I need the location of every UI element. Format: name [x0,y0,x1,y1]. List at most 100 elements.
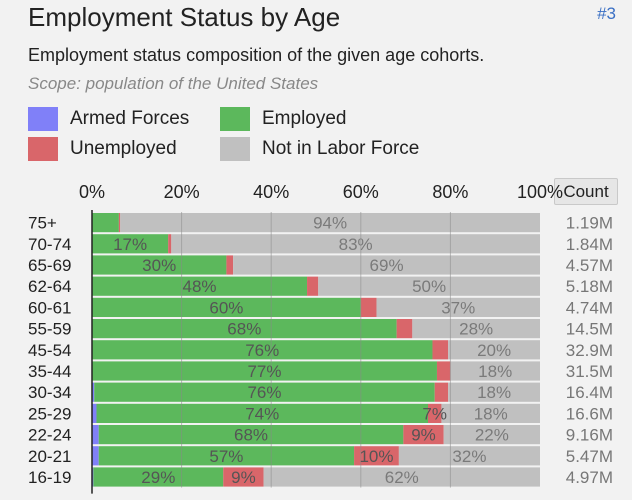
data-label-not-in-labor-force: 20% [477,341,511,360]
bar-segment-employed [92,297,361,317]
count-value: 4.74M [566,298,613,317]
category-label: 22-24 [28,426,71,445]
bar-segment-employed [92,255,227,275]
data-label-employed: 74% [245,404,279,423]
count-value: 32.9M [566,341,613,360]
bar-segment-not-in-labor-force [398,446,540,466]
bar-segment-unemployed [436,361,451,381]
bar-segment-not-in-labor-force [441,403,540,423]
legend-swatch-unemployed [28,137,58,161]
bar-segment-unemployed [168,234,172,254]
count-value: 9.16M [566,426,613,445]
data-label-not-in-labor-force: 62% [385,468,419,487]
legend-label-not-in-labor-force: Not in Labor Force [262,138,420,159]
count-value: 14.5M [566,320,613,339]
bar-segment-unemployed [307,276,319,296]
data-label-employed: 76% [245,341,279,360]
bar-segment-not-in-labor-force [443,425,540,445]
bar-segment-not-in-labor-force [233,255,540,275]
bar-segment-employed [92,361,437,381]
bar-segment-employed [92,234,169,254]
bar-segment-not-in-labor-force [318,276,540,296]
data-label-not-in-labor-force: 18% [474,404,508,423]
bar-segment-unemployed [226,255,234,275]
bar-segment-armed-forces [92,425,99,445]
bar-segment-unemployed [403,425,444,445]
legend-label-unemployed: Unemployed [70,138,177,159]
count-column-button[interactable]: Count [554,178,618,205]
data-label-not-in-labor-force: 37% [441,298,475,317]
data-label-employed: 60% [209,298,243,317]
data-label-not-in-labor-force: 22% [475,426,509,445]
bar-segment-not-in-labor-force [376,297,540,317]
bar-segment-not-in-labor-force [263,467,540,487]
chart-scope-note: Scope: population of the United States [28,74,319,93]
bar-segment-employed [92,213,119,233]
count-value: 5.18M [566,277,613,296]
count-value: 16.4M [566,383,613,402]
count-value: 31.5M [566,362,613,381]
bar-segment-employed [98,446,355,466]
bar-segment-not-in-labor-force [412,319,540,339]
data-label-employed: 77% [247,362,281,381]
x-tick-label: 20% [164,182,200,202]
bar-segment-employed [92,340,433,360]
count-value: 1.19M [566,214,613,233]
data-label-employed: 68% [234,426,268,445]
bar-segment-unemployed [396,319,413,339]
chart-subtitle: Employment status composition of the giv… [28,45,485,65]
bar-segment-not-in-labor-force [450,361,540,381]
x-tick-label: 60% [343,182,379,202]
legend-label-armed-forces: Armed Forces [70,108,190,129]
data-label-employed: 30% [142,256,176,275]
data-label-not-in-labor-force: 28% [459,320,493,339]
data-label-not-in-labor-force: 83% [339,235,373,254]
data-label-employed: 57% [209,447,243,466]
bar-segment-employed [93,467,224,487]
legend-swatch-armed-forces [28,107,58,131]
count-value: 5.47M [566,447,613,466]
data-label-not-in-labor-force: 94% [313,214,347,233]
data-label-unemployed: 9% [411,426,436,445]
x-tick-label: 100% [517,182,563,202]
data-label-employed: 17% [113,235,147,254]
data-label-employed: 29% [141,468,175,487]
data-label-employed: 68% [227,320,261,339]
legend-swatch-not-in-labor-force [220,137,250,161]
count-value: 16.6M [566,404,613,423]
bar-segment-unemployed [360,297,377,317]
x-tick-label: 0% [79,182,105,202]
count-value: 1.84M [566,235,613,254]
count-value: 4.97M [566,468,613,487]
bar-segment-employed [96,403,428,423]
bar-segment-unemployed [434,382,449,402]
category-label: 62-64 [28,277,71,296]
data-label-unemployed: 7% [422,404,447,423]
bar-segment-employed [98,425,404,445]
category-label: 55-59 [28,320,71,339]
bar-segment-not-in-labor-force [448,340,540,360]
data-label-employed: 48% [183,277,217,296]
data-label-unemployed: 10% [359,447,393,466]
x-tick-label: 80% [432,182,468,202]
data-label-not-in-labor-force: 50% [412,277,446,296]
legend-label-employed: Employed [262,108,347,129]
category-label: 20-21 [28,447,71,466]
category-label: 70-74 [28,235,71,254]
category-label: 25-29 [28,404,71,423]
bar-segment-not-in-labor-force [120,213,540,233]
category-label: 30-34 [28,383,71,402]
bar-segment-unemployed [118,213,121,233]
bar-segment-unemployed [428,403,442,423]
bar-segment-not-in-labor-force [171,234,540,254]
reference-link[interactable]: #3 [597,4,616,23]
data-label-unemployed: 9% [231,468,256,487]
bar-segment-employed [92,276,308,296]
category-label: 45-54 [28,341,71,360]
data-label-not-in-labor-force: 32% [452,447,486,466]
bar-segment-employed [92,319,397,339]
data-label-not-in-labor-force: 18% [478,362,512,381]
category-label: 35-44 [28,362,71,381]
bar-segment-not-in-labor-force [448,382,540,402]
